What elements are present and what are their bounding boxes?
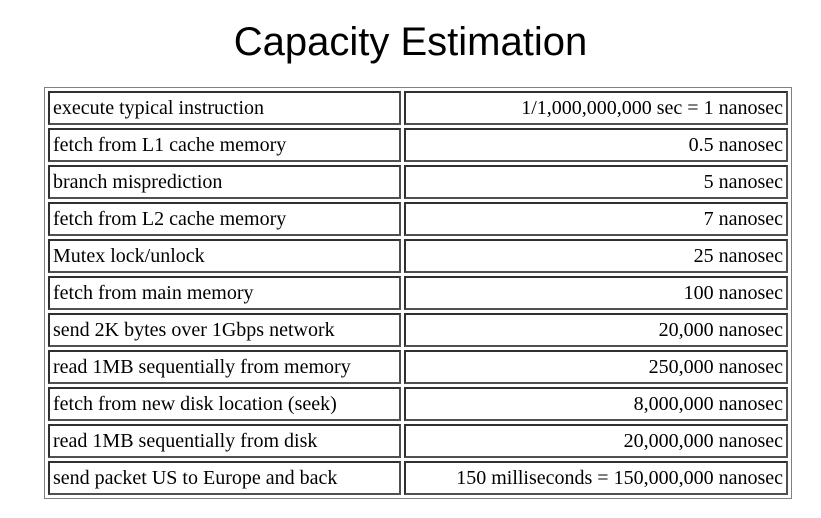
latency-cell: 20,000 nanosec xyxy=(404,313,788,347)
latency-cell: 100 nanosec xyxy=(404,276,788,310)
latency-cell: 150 milliseconds = 150,000,000 nanosec xyxy=(404,461,788,495)
table-row: send 2K bytes over 1Gbps network 20,000 … xyxy=(48,313,788,347)
latency-cell: 8,000,000 nanosec xyxy=(404,387,788,421)
table-row: read 1MB sequentially from disk 20,000,0… xyxy=(48,424,788,458)
operation-cell: branch misprediction xyxy=(48,165,401,199)
operation-cell: Mutex lock/unlock xyxy=(48,239,401,273)
table-row: Mutex lock/unlock 25 nanosec xyxy=(48,239,788,273)
latency-table: execute typical instruction 1/1,000,000,… xyxy=(44,87,792,499)
table-row: fetch from L1 cache memory 0.5 nanosec xyxy=(48,128,788,162)
latency-cell: 7 nanosec xyxy=(404,202,788,236)
operation-cell: execute typical instruction xyxy=(48,91,401,125)
operation-cell: send 2K bytes over 1Gbps network xyxy=(48,313,401,347)
operation-cell: fetch from new disk location (seek) xyxy=(48,387,401,421)
latency-cell: 20,000,000 nanosec xyxy=(404,424,788,458)
operation-cell: fetch from main memory xyxy=(48,276,401,310)
table-row: execute typical instruction 1/1,000,000,… xyxy=(48,91,788,125)
operation-cell: fetch from L1 cache memory xyxy=(48,128,401,162)
table-row: fetch from new disk location (seek) 8,00… xyxy=(48,387,788,421)
operation-cell: read 1MB sequentially from memory xyxy=(48,350,401,384)
operation-cell: fetch from L2 cache memory xyxy=(48,202,401,236)
table-row: read 1MB sequentially from memory 250,00… xyxy=(48,350,788,384)
page-title: Capacity Estimation xyxy=(233,20,588,64)
table-row: branch misprediction 5 nanosec xyxy=(48,165,788,199)
operation-cell: send packet US to Europe and back xyxy=(48,461,401,495)
latency-table-body: execute typical instruction 1/1,000,000,… xyxy=(48,91,788,495)
operation-cell: read 1MB sequentially from disk xyxy=(48,424,401,458)
latency-cell: 5 nanosec xyxy=(404,165,788,199)
table-row: send packet US to Europe and back 150 mi… xyxy=(48,461,788,495)
table-row: fetch from main memory 100 nanosec xyxy=(48,276,788,310)
table-row: fetch from L2 cache memory 7 nanosec xyxy=(48,202,788,236)
latency-cell: 0.5 nanosec xyxy=(404,128,788,162)
latency-cell: 250,000 nanosec xyxy=(404,350,788,384)
latency-cell: 25 nanosec xyxy=(404,239,788,273)
latency-cell: 1/1,000,000,000 sec = 1 nanosec xyxy=(404,91,788,125)
